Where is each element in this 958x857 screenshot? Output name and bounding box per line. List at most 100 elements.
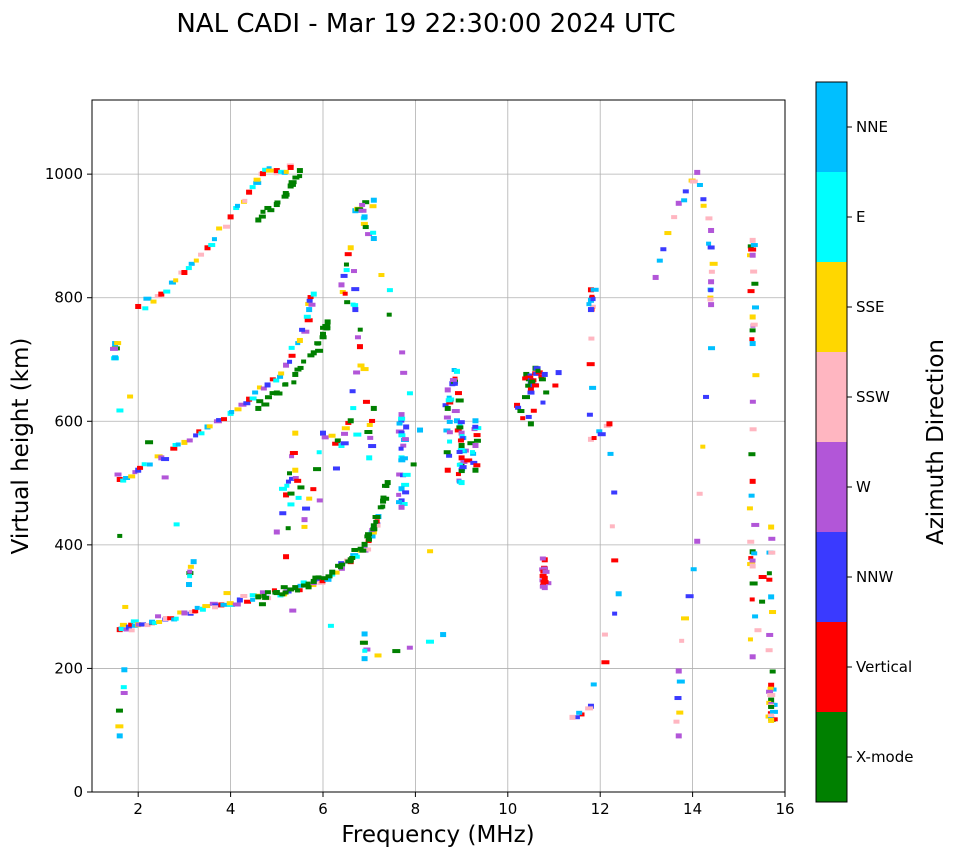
echo-point <box>611 558 619 563</box>
echo-point <box>517 409 525 414</box>
colorbar-label: Azimuth Direction <box>923 339 949 545</box>
echo-point <box>253 177 261 182</box>
echo-point <box>220 602 228 607</box>
echo-point <box>173 616 179 621</box>
echo-point <box>297 485 305 490</box>
echo-point <box>119 622 127 627</box>
echo-point <box>749 252 756 258</box>
echo-point <box>769 610 777 615</box>
echo-point <box>115 708 123 713</box>
echo-point <box>249 396 257 401</box>
echo-point <box>273 202 280 208</box>
echo-point <box>347 418 354 424</box>
echo-point <box>443 450 451 455</box>
echo-point <box>591 436 597 441</box>
echo-point <box>259 590 266 595</box>
echo-point <box>269 391 275 396</box>
echo-point <box>123 476 131 481</box>
echo-point <box>357 363 365 368</box>
echo-point <box>472 418 479 424</box>
echo-point <box>446 419 453 424</box>
echo-point <box>310 578 317 584</box>
echo-point <box>216 226 223 231</box>
echo-point <box>121 667 128 673</box>
echo-point <box>289 608 297 613</box>
echo-point <box>315 577 322 582</box>
echo-point <box>366 455 373 461</box>
echo-point <box>287 587 295 592</box>
echo-point <box>611 490 618 495</box>
echo-point <box>295 341 301 346</box>
echo-point <box>327 623 334 628</box>
echo-point <box>273 168 280 174</box>
echo-point <box>396 472 404 477</box>
echo-point <box>258 214 266 219</box>
echo-point <box>538 377 546 382</box>
echo-point <box>344 252 352 257</box>
echo-point <box>767 686 774 691</box>
echo-point <box>227 214 234 220</box>
echo-point <box>676 710 684 715</box>
echo-point <box>178 270 184 275</box>
colorbar-tick-label: W <box>856 478 871 496</box>
echo-point <box>752 614 759 619</box>
echo-point <box>396 500 403 505</box>
echo-point <box>369 418 376 423</box>
echo-point <box>607 451 614 456</box>
echo-point <box>278 371 285 376</box>
echo-point <box>747 539 755 544</box>
echo-point <box>370 523 377 529</box>
echo-point <box>530 408 537 413</box>
echo-point <box>749 597 755 602</box>
colorbar: X-mode Vertical NNW W SSW SSE E NNE <box>815 81 913 803</box>
echo-point <box>443 415 451 420</box>
echo-point <box>125 624 132 630</box>
echo-point <box>187 569 193 574</box>
echo-point <box>768 717 775 723</box>
echo-point <box>586 302 592 307</box>
echo-point <box>289 454 295 459</box>
echo-point <box>114 472 122 477</box>
echo-point <box>187 564 194 569</box>
echo-point <box>141 462 147 467</box>
echo-point <box>587 307 594 313</box>
echo-point <box>615 591 622 597</box>
echo-point <box>128 628 135 633</box>
echo-point <box>410 462 417 467</box>
echo-point <box>282 191 289 196</box>
echo-point <box>246 189 253 195</box>
echo-point <box>202 604 211 609</box>
echo-point <box>301 359 307 364</box>
echo-point <box>458 430 465 436</box>
echo-point <box>143 296 152 301</box>
echo-point <box>252 390 259 395</box>
echo-point <box>234 407 242 412</box>
echo-point <box>586 362 595 367</box>
echo-point <box>361 214 368 220</box>
echo-point <box>406 391 413 396</box>
echo-point <box>361 631 368 637</box>
echo-point <box>681 616 690 621</box>
echo-point <box>369 204 377 209</box>
echo-point <box>380 495 387 500</box>
echo-point <box>313 467 322 472</box>
echo-point <box>384 480 391 486</box>
echo-point <box>455 398 464 403</box>
y-axis-ticks: 0 200 400 600 800 1000 <box>45 165 92 801</box>
echo-point <box>120 690 128 695</box>
echo-point <box>589 385 597 390</box>
echo-point <box>194 605 200 610</box>
echo-point <box>273 171 279 176</box>
echo-point <box>249 593 257 598</box>
echo-point <box>417 427 424 433</box>
echo-point <box>117 533 123 538</box>
echo-point <box>527 421 534 427</box>
echo-point <box>569 714 576 720</box>
echo-point <box>223 224 231 229</box>
echo-point <box>458 469 465 474</box>
echo-point <box>286 471 292 476</box>
echo-point <box>427 549 434 554</box>
colorbar-tick-label: E <box>856 208 865 226</box>
echo-point <box>401 482 410 487</box>
echo-point <box>324 326 331 331</box>
